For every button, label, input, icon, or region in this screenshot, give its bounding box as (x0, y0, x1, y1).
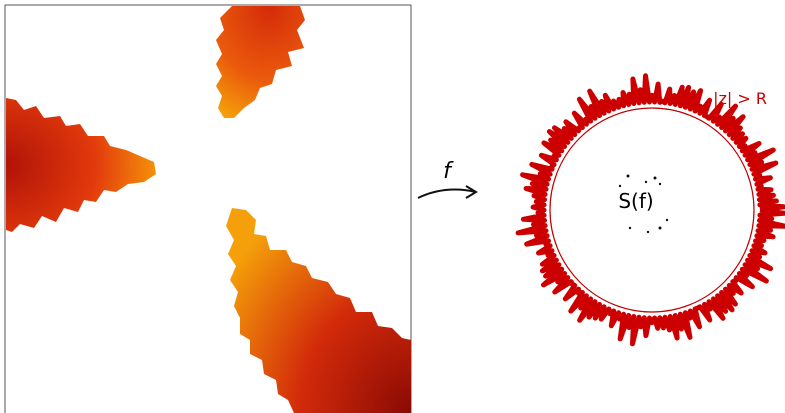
set-label: S(f) (618, 189, 653, 213)
arrow-label: f (443, 159, 454, 184)
figure: f |z| > R S(f) (0, 0, 785, 413)
region-label: |z| > R (713, 89, 767, 108)
